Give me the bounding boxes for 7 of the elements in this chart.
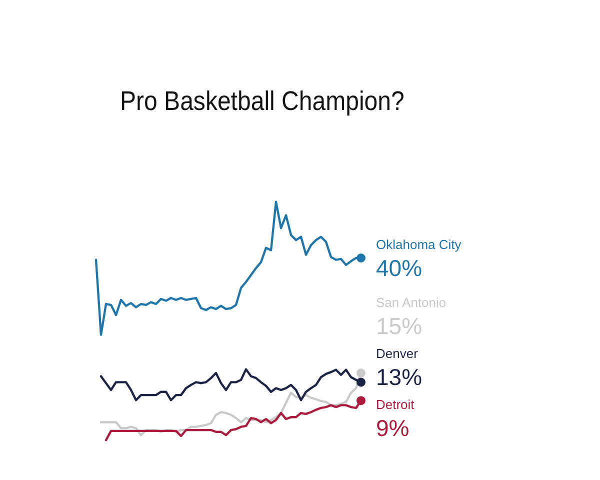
data-label: 13%: [376, 364, 422, 390]
series-label: Detroit: [376, 397, 415, 412]
data-label: 40%: [376, 255, 422, 281]
chart-title: Pro Basketball Champion?: [120, 86, 404, 116]
series-label: Denver: [376, 346, 419, 361]
series-label: Oklahoma City: [376, 237, 462, 252]
data-label: 9%: [376, 415, 410, 441]
